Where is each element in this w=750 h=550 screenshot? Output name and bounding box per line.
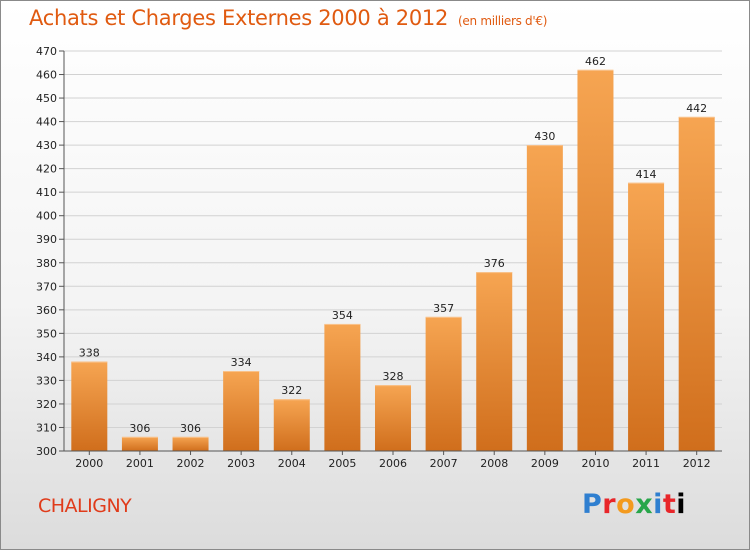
bar-2008 (476, 272, 513, 451)
x-tick-label: 2001 (126, 457, 154, 470)
x-tick-label: 2003 (227, 457, 255, 470)
logo-letter: r (602, 489, 617, 520)
y-tick-label: 400 (36, 210, 57, 223)
data-label-2010: 462 (585, 55, 606, 68)
y-tick-label: 390 (36, 233, 57, 246)
x-tick-label: 2007 (430, 457, 458, 470)
data-label-2001: 306 (129, 422, 150, 435)
x-tick-label: 2004 (278, 457, 306, 470)
y-tick-label: 430 (36, 139, 57, 152)
x-tick-label: 2008 (480, 457, 508, 470)
x-tick-label: 2000 (75, 457, 103, 470)
x-tick-label: 2002 (177, 457, 205, 470)
y-tick-label: 300 (36, 445, 57, 458)
data-label-2000: 338 (79, 347, 100, 360)
data-label-2005: 354 (332, 309, 353, 322)
y-tick-label: 460 (36, 69, 57, 82)
bar-2001 (121, 436, 158, 451)
y-tick-label: 320 (36, 398, 57, 411)
bar-2012 (678, 116, 715, 451)
data-label-2011: 414 (636, 168, 657, 181)
logo-letter: i (676, 489, 687, 520)
proxiti-logo: Proxiti (582, 489, 686, 520)
data-label-2007: 357 (433, 302, 454, 315)
data-label-2006: 328 (383, 370, 404, 383)
y-tick-label: 440 (36, 116, 57, 129)
y-tick-label: 340 (36, 351, 57, 364)
y-tick-label: 410 (36, 186, 57, 199)
commune-name: CHALIGNY (38, 495, 132, 517)
bar-2004 (273, 399, 310, 451)
x-tick-label: 2009 (531, 457, 559, 470)
chart-title: Achats et Charges Externes 2000 à 2012 (e… (29, 6, 548, 30)
logo-letter: P (582, 489, 603, 520)
bars (71, 69, 715, 451)
data-label-2003: 334 (231, 356, 252, 369)
logo-letter: o (616, 489, 636, 520)
x-tick-label: 2006 (379, 457, 407, 470)
data-label-2002: 306 (180, 422, 201, 435)
bar-2005 (324, 323, 361, 451)
y-tick-label: 470 (36, 45, 57, 58)
bar-2010 (577, 69, 614, 451)
bar-2011 (628, 182, 665, 451)
x-tick-label: 2011 (632, 457, 660, 470)
bar-2009 (526, 145, 563, 451)
data-label-2004: 322 (281, 384, 302, 397)
x-tick-label: 2010 (581, 457, 609, 470)
y-tick-label: 310 (36, 421, 57, 434)
x-tick-label: 2012 (683, 457, 711, 470)
y-tick-label: 370 (36, 280, 57, 293)
x-tick-label: 2005 (328, 457, 356, 470)
data-label-2009: 430 (534, 130, 555, 143)
bar-2000 (71, 361, 108, 451)
y-tick-label: 330 (36, 374, 57, 387)
bar-2002 (172, 436, 209, 451)
y-tick-label: 450 (36, 92, 57, 105)
axes (63, 51, 722, 452)
bar-2006 (375, 385, 411, 451)
y-tick-label: 350 (36, 327, 57, 340)
y-axis-ticks: 300 310 320 330 340 350 360 370 380 390 400 410 420 4… (36, 45, 64, 458)
x-axis-ticks: 2000 2001 2002 2003 2004 2005 2006 2007 2008 2009… (75, 451, 711, 470)
data-label-2012: 442 (686, 102, 707, 115)
logo-letter: i (653, 489, 663, 520)
bar-2007 (425, 316, 462, 451)
logo-letter: t (662, 489, 677, 520)
data-labels: 338 306 306 334 322 354 328 357 376 430 462 414 442 (79, 55, 707, 435)
y-tick-label: 420 (36, 163, 57, 176)
bar-2003 (223, 371, 260, 451)
y-tick-label: 380 (36, 257, 57, 270)
y-tick-label: 360 (36, 304, 57, 317)
data-label-2008: 376 (484, 257, 505, 270)
logo-letter: x (635, 489, 654, 520)
chart-subtitle: (en milliers d'€) (458, 14, 548, 28)
